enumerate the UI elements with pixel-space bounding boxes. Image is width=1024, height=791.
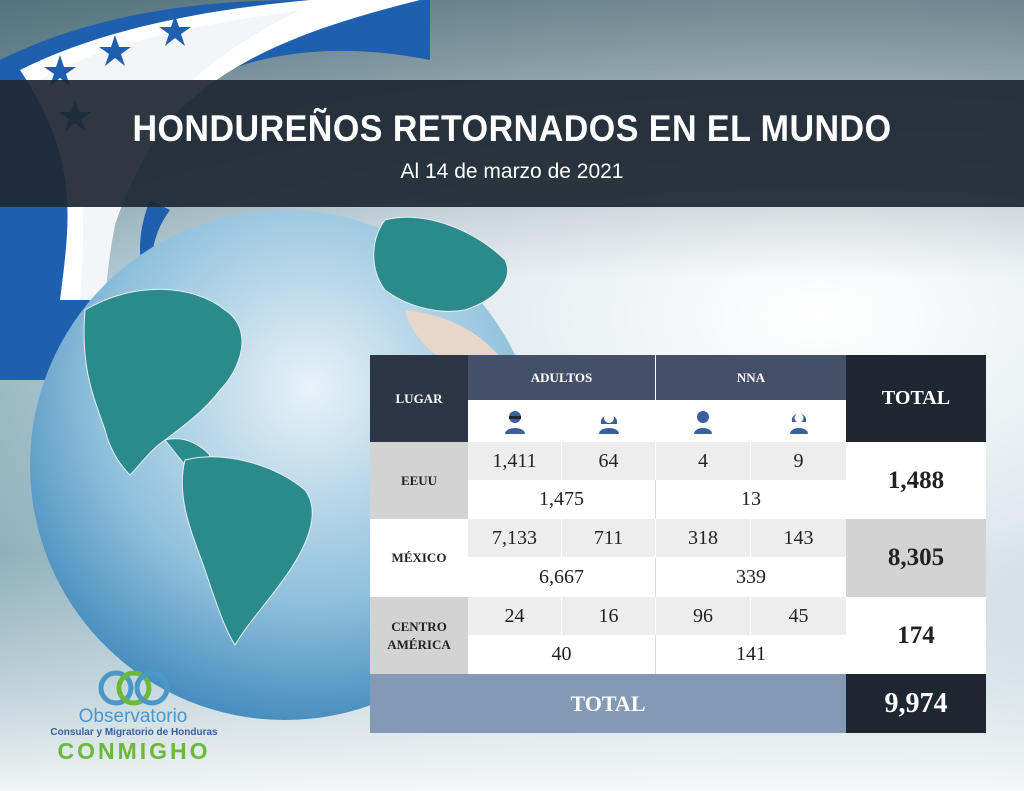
- cell-nna-sum: 339: [656, 557, 846, 597]
- returnees-table: LUGAR ADULTOS NNA TOTAL EEUU 1,411 64 4 …: [370, 355, 986, 733]
- header-total: TOTAL: [846, 355, 986, 442]
- cell-nna-girls: 143: [751, 519, 846, 557]
- cell-nna-girls: 45: [751, 597, 846, 635]
- boy-icon: [656, 400, 751, 442]
- cell-nna-sum: 141: [656, 635, 846, 674]
- cell-adult-sum: 6,667: [468, 557, 656, 597]
- row-place-centroamerica: CENTRO AMÉRICA: [370, 597, 468, 674]
- cell-adult-men: 1,411: [468, 442, 562, 480]
- grand-total-label: TOTAL: [370, 674, 846, 733]
- cell-nna-boys: 318: [656, 519, 751, 557]
- girl-icon: [751, 400, 846, 442]
- cell-nna-boys: 96: [656, 597, 751, 635]
- place-line: CENTRO: [391, 618, 447, 634]
- cell-adult-sum: 1,475: [468, 480, 656, 519]
- man-icon: [468, 400, 562, 442]
- cell-adult-men: 7,133: [468, 519, 562, 557]
- logo-subtitle: Consular y Migratorio de Honduras: [50, 727, 218, 738]
- cell-nna-girls: 9: [751, 442, 846, 480]
- cell-adult-women: 64: [562, 442, 656, 480]
- cell-nna-sum: 13: [656, 480, 846, 519]
- cell-nna-boys: 4: [656, 442, 751, 480]
- header-nna: NNA: [656, 355, 846, 400]
- conmigho-logo-icon: [98, 670, 170, 706]
- row-total-eeuu: 1,488: [846, 442, 986, 519]
- logo-brand: CONMIGHO: [57, 738, 211, 764]
- title-banner: [0, 80, 1024, 207]
- row-place-eeuu: EEUU: [370, 442, 468, 519]
- cell-adult-women: 711: [562, 519, 656, 557]
- logo-name: Observatorio: [78, 706, 188, 727]
- header-adultos: ADULTOS: [468, 355, 656, 400]
- header-lugar: LUGAR: [370, 355, 468, 442]
- cell-adult-sum: 40: [468, 635, 656, 674]
- cell-adult-men: 24: [468, 597, 562, 635]
- woman-icon: [562, 400, 656, 442]
- place-line: AMÉRICA: [387, 636, 451, 652]
- cell-adult-women: 16: [562, 597, 656, 635]
- row-place-mexico: MÉXICO: [370, 519, 468, 597]
- row-total-mexico: 8,305: [846, 519, 986, 597]
- page-title: HONDUREÑOS RETORNADOS EN EL MUNDO: [132, 108, 892, 149]
- row-total-centroamerica: 174: [846, 597, 986, 674]
- page-subtitle: Al 14 de marzo de 2021: [400, 160, 624, 183]
- grand-total-value: 9,974: [846, 674, 986, 733]
